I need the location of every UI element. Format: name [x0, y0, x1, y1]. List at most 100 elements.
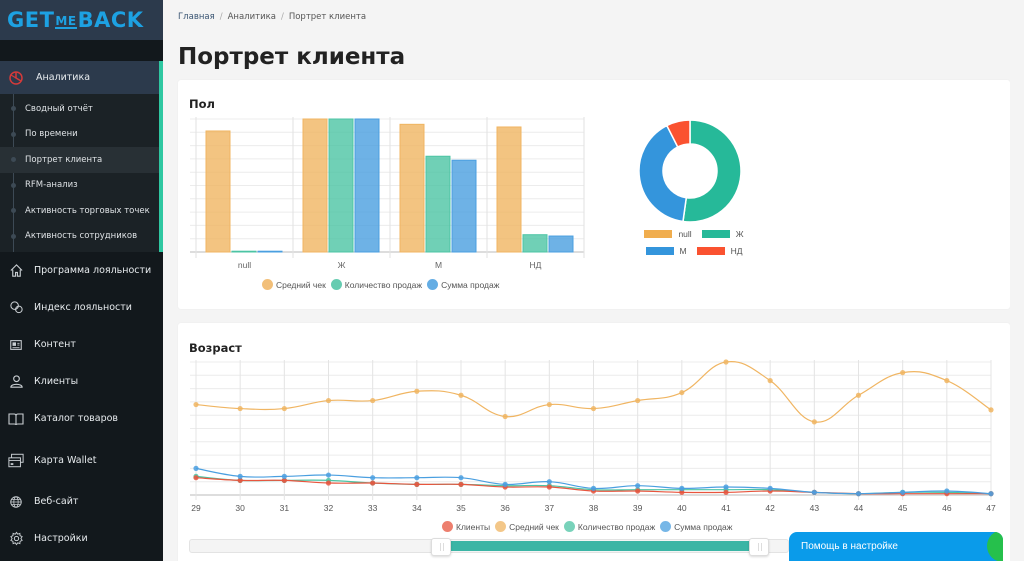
legend-item[interactable]: Ж — [701, 229, 744, 239]
help-setup-button[interactable]: Помощь в настройке — [789, 532, 1003, 561]
svg-text:41: 41 — [721, 503, 731, 513]
sidebar-item-website[interactable]: Веб-сайт — [0, 483, 163, 520]
slider-handle-right[interactable] — [749, 538, 769, 556]
submenu-customer-portrait[interactable]: Портрет клиента — [0, 147, 159, 173]
svg-text:НД: НД — [530, 260, 542, 270]
svg-text:35: 35 — [456, 503, 466, 513]
breadcrumb-separator: / — [219, 12, 223, 22]
legend-item[interactable]: Сумма продаж — [427, 279, 499, 290]
newspaper-icon — [8, 337, 24, 353]
help-button-label: Помощь в настройке — [801, 541, 898, 552]
legend-label: Количество продаж — [344, 279, 423, 290]
legend-swatch-icon — [330, 279, 342, 290]
submenu-store-activity[interactable]: Активность торговых точек — [0, 198, 159, 224]
svg-text:46: 46 — [942, 503, 952, 513]
line-chart-legend[interactable]: Клиенты Средний чек Количество продаж Сумма… — [442, 521, 737, 532]
brand-logo[interactable]: GET ME BACK — [7, 8, 144, 32]
svg-text:44: 44 — [854, 503, 864, 513]
card-title: Возраст — [189, 341, 242, 355]
bullet-icon — [11, 208, 16, 214]
breadcrumb: Главная / Аналитика / Портрет клиента — [178, 12, 366, 22]
legend-swatch-icon — [495, 521, 507, 532]
age-line-chart[interactable]: 29 30 31 32 33 34 35 36 37 38 39 40 41 42 43 44 45 46 47 — [178, 323, 1010, 523]
slider-handle-left[interactable] — [431, 538, 451, 556]
sidebar-item-settings[interactable]: Настройки — [0, 520, 163, 557]
bullet-icon — [11, 131, 16, 137]
page-margin — [1010, 0, 1024, 561]
sidebar-item-catalog[interactable]: Каталог товаров — [0, 400, 163, 437]
legend-item[interactable]: Средний чек — [495, 521, 559, 532]
svg-text:45: 45 — [898, 503, 908, 513]
svg-text:34: 34 — [412, 503, 422, 513]
legend-item[interactable]: Количество продаж — [330, 279, 423, 290]
legend-label: Количество продаж — [577, 521, 656, 532]
legend-item[interactable]: Сумма продаж — [660, 521, 732, 532]
submenu-label: Сводный отчёт — [25, 103, 93, 114]
legend-item[interactable]: Клиенты — [442, 521, 490, 532]
sidebar: GET ME BACK Аналитика Сводный отчёт По в… — [0, 0, 163, 561]
legend-item[interactable]: null — [644, 229, 692, 239]
legend-label: Клиенты — [456, 521, 491, 532]
submenu-summary-report[interactable]: Сводный отчёт — [0, 96, 159, 122]
age-range-slider[interactable] — [189, 538, 789, 556]
legend-item[interactable]: Количество продаж — [563, 521, 656, 532]
legend-swatch-icon — [427, 279, 439, 290]
legend-swatch-icon — [701, 230, 730, 238]
legend-item[interactable]: НД — [696, 246, 743, 256]
svg-text:37: 37 — [545, 503, 555, 513]
card-title: Пол — [189, 97, 215, 111]
online-indicator-icon — [987, 532, 1003, 561]
bullet-icon — [11, 182, 16, 188]
legend-label: НД — [730, 246, 743, 256]
sidebar-item-clients[interactable]: Клиенты — [0, 363, 163, 400]
breadcrumb-analytics-link[interactable]: Аналитика — [227, 12, 276, 22]
svg-text:36: 36 — [500, 503, 510, 513]
svg-text:38: 38 — [589, 503, 599, 513]
svg-text:30: 30 — [235, 503, 245, 513]
sidebar-item-label: Настройки — [34, 533, 88, 544]
gender-bar-chart[interactable]: null Ж М НД — [178, 80, 598, 270]
submenu-label: Активность торговых точек — [25, 205, 150, 216]
sidebar-item-loyalty-index[interactable]: Индекс лояльности — [0, 289, 163, 326]
sidebar-item-loyalty-program[interactable]: Программа лояльности — [0, 252, 163, 289]
svg-text:null: null — [238, 260, 251, 270]
svg-text:33: 33 — [368, 503, 378, 513]
legend-swatch-icon — [696, 247, 725, 255]
logo-text-get: GET — [7, 8, 55, 32]
breadcrumb-home-link[interactable]: Главная — [178, 12, 215, 22]
legend-item[interactable]: Средний чек — [262, 279, 326, 290]
legend-swatch-icon — [645, 247, 674, 255]
gender-donut-chart[interactable] — [178, 80, 1010, 309]
sidebar-item-wallet-card[interactable]: Карта Wallet — [0, 437, 163, 483]
submenu-label: Активность сотрудников — [25, 231, 138, 242]
sidebar-item-label: Индекс лояльности — [34, 302, 132, 313]
sidebar-item-analytics[interactable]: Аналитика — [0, 61, 159, 94]
breadcrumb-current: Портрет клиента — [288, 12, 367, 22]
submenu-rfm-analysis[interactable]: RFM-анализ — [0, 173, 159, 199]
svg-text:М: М — [435, 260, 442, 270]
submenu-by-time[interactable]: По времени — [0, 122, 159, 148]
svg-text:40: 40 — [677, 503, 687, 513]
home-icon — [8, 263, 24, 279]
legend-label: Средний чек — [509, 521, 559, 532]
wallet-card-icon — [8, 452, 24, 468]
analytics-submenu: Сводный отчёт По времени Портрет клиента… — [0, 94, 159, 252]
gear-icon — [8, 531, 24, 547]
sidebar-item-content[interactable]: Контент — [0, 326, 163, 363]
book-icon — [8, 411, 24, 427]
svg-text:29: 29 — [191, 503, 201, 513]
submenu-label: По времени — [25, 129, 78, 140]
donut-chart-legend[interactable]: null Ж М НД — [619, 229, 779, 256]
gender-card: Пол null Ж М НД Средний чек Количество прода… — [178, 80, 1010, 309]
legend-swatch-icon — [442, 521, 453, 532]
svg-text:47: 47 — [986, 503, 996, 513]
sidebar-item-label: Клиенты — [34, 376, 79, 387]
slider-selected-range — [449, 541, 759, 551]
svg-text:Ж: Ж — [338, 260, 346, 270]
logo-text-back: BACK — [77, 8, 144, 32]
submenu-label: Портрет клиента — [25, 154, 103, 165]
bar-chart-legend[interactable]: Средний чек Количество продаж Сумма продаж — [262, 279, 504, 290]
legend-item[interactable]: М — [645, 246, 687, 256]
submenu-staff-activity[interactable]: Активность сотрудников — [0, 224, 159, 250]
logo-bar: GET ME BACK — [0, 0, 163, 40]
